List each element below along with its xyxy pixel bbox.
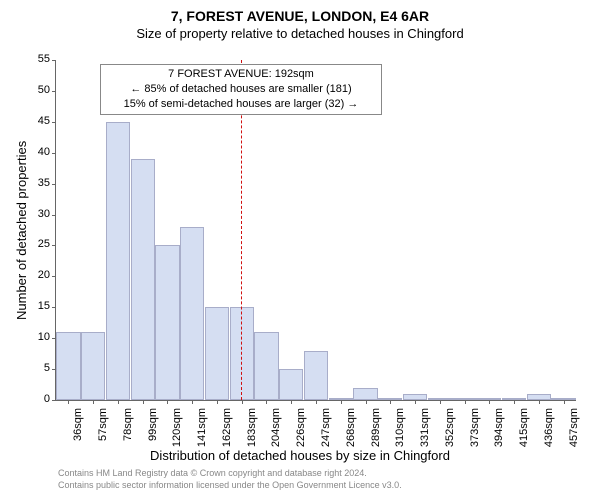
- histogram-bar: [230, 307, 254, 400]
- x-tick: [192, 400, 193, 404]
- y-tick-label: 15: [26, 300, 50, 312]
- credit-line-2: Contains public sector information licen…: [58, 480, 402, 492]
- x-tick: [341, 400, 342, 404]
- x-tick: [93, 400, 94, 404]
- annotation-box: 7 FOREST AVENUE: 192sqm ← 85% of detache…: [100, 64, 382, 115]
- histogram-bar: [155, 245, 179, 400]
- y-axis-label: Number of detached properties: [14, 141, 29, 320]
- y-tick: [52, 184, 56, 185]
- y-tick: [52, 338, 56, 339]
- x-tick: [366, 400, 367, 404]
- histogram-bar: [180, 227, 204, 400]
- x-tick: [390, 400, 391, 404]
- histogram-bar: [353, 388, 377, 400]
- histogram-bar: [131, 159, 155, 400]
- histogram-bar: [81, 332, 105, 400]
- y-tick-label: 45: [26, 115, 50, 127]
- y-tick: [52, 91, 56, 92]
- credit-line-1: Contains HM Land Registry data © Crown c…: [58, 468, 402, 480]
- x-tick: [415, 400, 416, 404]
- y-tick-label: 40: [26, 146, 50, 158]
- page-subtitle: Size of property relative to detached ho…: [0, 26, 600, 41]
- y-tick-label: 10: [26, 331, 50, 343]
- y-tick-label: 20: [26, 269, 50, 281]
- y-tick: [52, 153, 56, 154]
- annotation-line-2: ← 85% of detached houses are smaller (18…: [105, 82, 377, 97]
- histogram-bar: [205, 307, 229, 400]
- y-tick-label: 55: [26, 53, 50, 65]
- histogram-bar: [279, 369, 303, 400]
- page-title-address: 7, FOREST AVENUE, LONDON, E4 6AR: [0, 8, 600, 24]
- x-tick: [440, 400, 441, 404]
- x-tick: [465, 400, 466, 404]
- y-tick-label: 5: [26, 362, 50, 374]
- x-tick: [167, 400, 168, 404]
- x-tick: [564, 400, 565, 404]
- histogram-bar: [56, 332, 80, 400]
- x-tick: [316, 400, 317, 404]
- x-tick: [217, 400, 218, 404]
- x-axis-label: Distribution of detached houses by size …: [0, 448, 600, 463]
- histogram-bar: [254, 332, 278, 400]
- y-tick-label: 25: [26, 238, 50, 250]
- x-tick: [143, 400, 144, 404]
- y-tick-label: 50: [26, 84, 50, 96]
- y-tick: [52, 307, 56, 308]
- y-tick: [52, 60, 56, 61]
- x-tick: [489, 400, 490, 404]
- annotation-line-3: 15% of semi-detached houses are larger (…: [105, 97, 377, 112]
- x-tick: [539, 400, 540, 404]
- y-tick-label: 35: [26, 177, 50, 189]
- y-tick-label: 0: [26, 393, 50, 405]
- x-tick: [68, 400, 69, 404]
- histogram-bar: [304, 351, 328, 400]
- y-tick: [52, 122, 56, 123]
- y-tick: [52, 276, 56, 277]
- x-tick: [118, 400, 119, 404]
- x-tick: [266, 400, 267, 404]
- x-tick: [242, 400, 243, 404]
- histogram-bar: [106, 122, 130, 400]
- annotation-line-1: 7 FOREST AVENUE: 192sqm: [105, 67, 377, 82]
- y-tick: [52, 400, 56, 401]
- x-tick: [514, 400, 515, 404]
- credit-text: Contains HM Land Registry data © Crown c…: [58, 468, 402, 491]
- y-tick-label: 30: [26, 208, 50, 220]
- y-tick: [52, 369, 56, 370]
- x-tick: [291, 400, 292, 404]
- y-tick: [52, 245, 56, 246]
- y-tick: [52, 215, 56, 216]
